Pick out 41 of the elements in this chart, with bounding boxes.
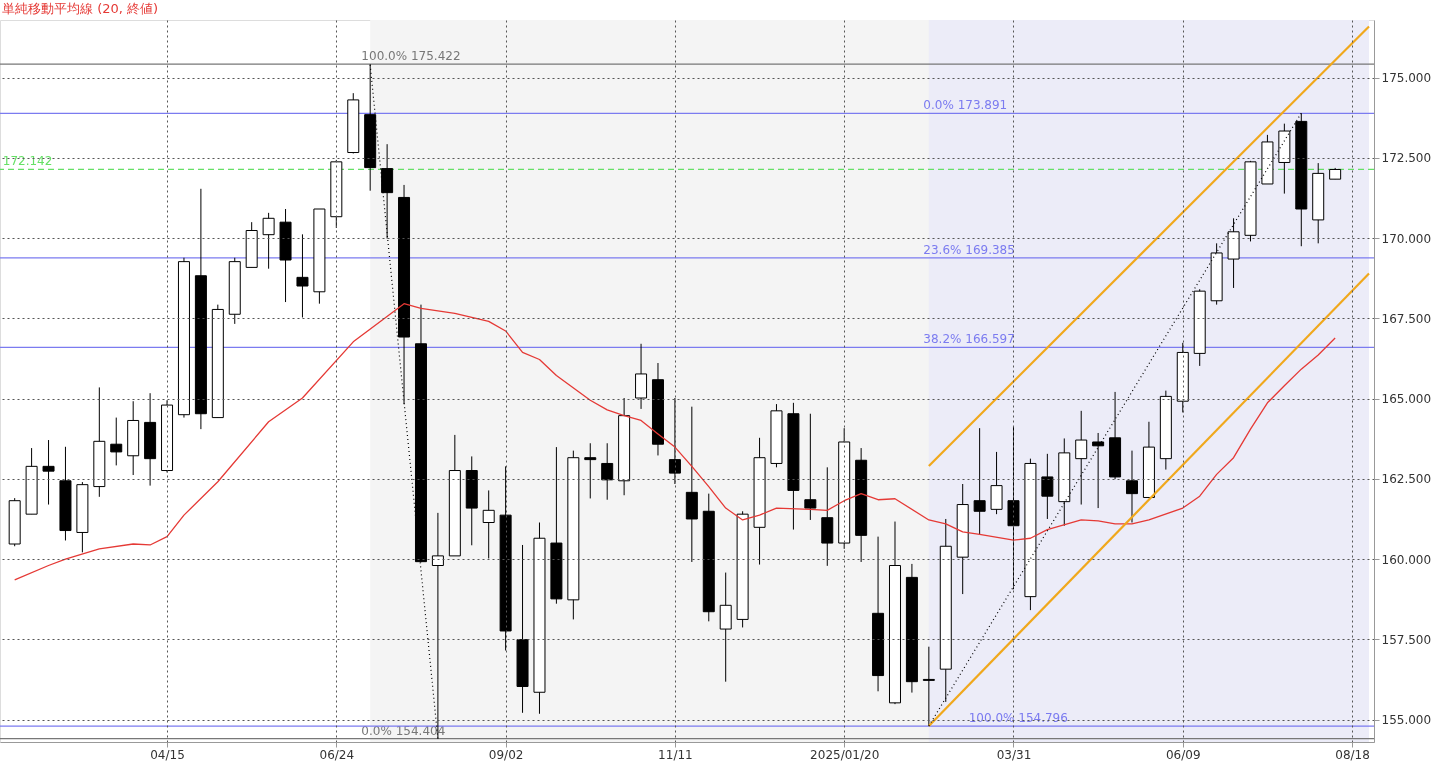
x-tick-label: 04/15 [150, 747, 185, 762]
candlestick [668, 397, 681, 485]
ref-line-label: 100.0% 175.422 [361, 49, 461, 64]
candlestick [42, 439, 55, 506]
line-series [14, 303, 1336, 581]
x-tick-label: 06/09 [1165, 747, 1201, 762]
candlestick [973, 427, 986, 535]
candlestick [1092, 432, 1105, 509]
text: 単純移動平均線 (20, 終値) [2, 1, 159, 16]
x-tick-label: 2025/01/20 [810, 747, 880, 762]
ref-line-label: 23.6% 169.385 [923, 242, 1015, 257]
y-tick-label: 157.500 [1381, 632, 1432, 647]
ref-line-label: 100.0% 154.796 [968, 711, 1068, 726]
candlestick [482, 489, 495, 559]
ref-line-label: 38.2% 166.597 [923, 332, 1015, 347]
candlestick [296, 233, 309, 318]
candlestick [1041, 453, 1054, 520]
y-tick-label: 162.500 [1381, 472, 1432, 487]
y-tick-label: 172.500 [1381, 151, 1432, 166]
y-tick-label: 167.500 [1381, 311, 1432, 326]
ref-line-label: 0.0% 173.891 [923, 98, 1008, 113]
candlestick [1075, 410, 1088, 506]
x-tick-label: 09/02 [488, 747, 524, 762]
x-tick-label: 08/18 [1335, 747, 1370, 762]
ref-line-label: 172.142 [2, 154, 53, 169]
candlestick [990, 451, 1003, 515]
candlestick [1125, 450, 1138, 524]
candlestick [584, 442, 597, 499]
x-tick-label: 06/24 [319, 747, 355, 762]
y-tick-label: 160.000 [1381, 552, 1432, 567]
candlestick [601, 442, 614, 501]
y-tick-label: 165.000 [1381, 392, 1432, 407]
candlestick [719, 572, 732, 683]
candlestick [804, 413, 817, 521]
y-tick-label: 175.000 [1381, 71, 1432, 86]
y-tick-label: 155.000 [1381, 713, 1432, 728]
candlestick [110, 417, 123, 466]
candlestick [262, 212, 275, 270]
x-tick-label: 03/31 [996, 747, 1032, 762]
x-tick-label: 11/11 [658, 747, 693, 762]
y-tick-label: 170.000 [1381, 231, 1432, 246]
